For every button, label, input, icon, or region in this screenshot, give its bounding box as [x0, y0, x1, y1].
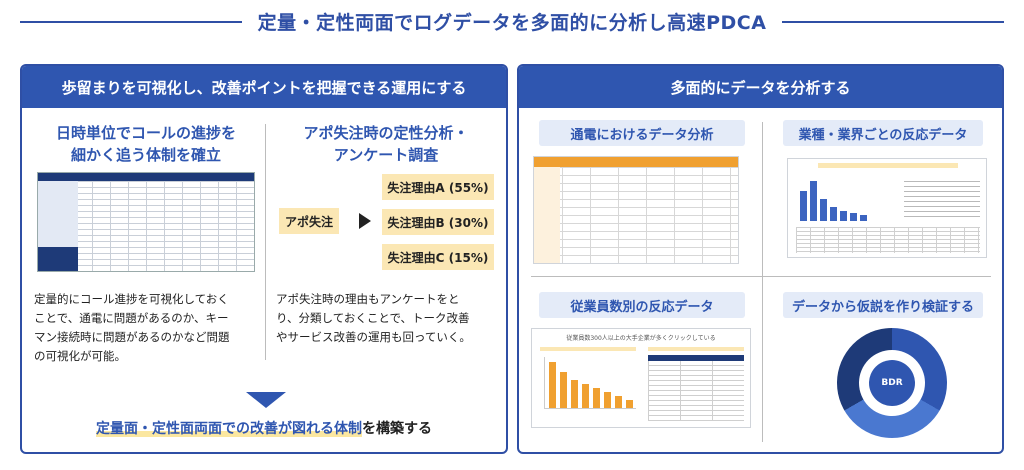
call-progress-desc-line: の可視化が可能。 — [34, 349, 126, 363]
lost-deal-desc-line: やサービス改善の運用も回っていく。 — [276, 330, 471, 344]
call-progress-title-line1: 日時単位でコールの進捗を — [55, 124, 236, 142]
employee-bar-chart — [544, 357, 636, 409]
cycle-center-bdr: BDR — [869, 360, 915, 406]
right-panel: 多面的にデータを分析する 通電におけるデータ分析 業種・業界ごとの反応データ 従… — [517, 64, 1004, 454]
chart-bar — [593, 388, 600, 408]
right-panel-header: 多面的にデータを分析する — [519, 66, 1002, 108]
right-horizontal-divider — [531, 276, 991, 277]
lost-reason-a: 失注理由A (55%) — [382, 174, 494, 200]
left-panel-header: 歩留まりを可視化し、改善ポイントを把握できる運用にする — [22, 66, 506, 108]
call-progress-spreadsheet-image — [37, 172, 255, 272]
lost-reason-c: 失注理由C (15%) — [382, 244, 494, 270]
chart-bar — [560, 372, 567, 408]
employee-table-header — [648, 355, 744, 361]
lost-appointment-label: アポ失注 — [279, 208, 339, 234]
lost-deal-description: アポ失注時の理由もアンケートをと り、分類しておくことで、トーク改善 やサービス… — [276, 290, 502, 347]
chart-bar — [850, 213, 857, 221]
call-progress-desc-line: ことで、通電に問題があるのか、キー — [34, 311, 229, 325]
table-grid — [534, 167, 738, 263]
call-progress-title-line2: 細かく追う体制を確立 — [70, 146, 221, 164]
chart-bar — [582, 384, 589, 408]
chart-subheading — [540, 347, 636, 351]
lost-deal-title-line1: アポ失注時の定性分析・ — [303, 124, 469, 142]
call-progress-desc-line: 定量的にコール進捗を可視化しておく — [34, 292, 229, 306]
chart-bar — [571, 380, 578, 408]
spreadsheet-header — [38, 173, 254, 181]
chart-caption-bar — [818, 163, 958, 168]
employee-data-table — [648, 355, 744, 421]
arrow-right-icon — [359, 213, 371, 229]
chart-bar — [549, 362, 556, 408]
right-vertical-divider — [762, 122, 763, 442]
quadrant-label-hypothesis: データから仮説を作り検証する — [783, 292, 983, 318]
table-header-bar — [534, 157, 738, 167]
industry-bar-chart — [796, 177, 896, 221]
chart-bar — [800, 191, 807, 221]
industry-response-chart-image — [787, 158, 987, 258]
chart-bar — [810, 181, 817, 221]
title-row: 定量・定性両面でログデータを多面的に分析し高速PDCA — [0, 6, 1024, 36]
chart-bar — [830, 207, 837, 221]
title-rule-left — [20, 21, 242, 23]
chart-bar — [626, 400, 633, 408]
pdca-cycle-diagram: BDR — [837, 328, 947, 438]
chart-bar — [604, 392, 611, 408]
lost-deal-desc-line: アポ失注時の理由もアンケートをと — [276, 292, 460, 306]
lost-reason-b: 失注理由B (30%) — [382, 209, 494, 235]
connection-analysis-table-image — [533, 156, 739, 264]
left-column-divider — [265, 124, 266, 360]
conclusion-rest: を構築する — [362, 421, 432, 437]
lost-deal-title-line2: アンケート調査 — [333, 146, 439, 164]
call-progress-desc-line: マン接続時に問題があるのかなど問題 — [34, 330, 230, 344]
call-progress-column: 日時単位でコールの進捗を 細かく追う体制を確立 — [34, 122, 258, 166]
quadrant-label-industry-response: 業種・業界ごとの反応データ — [783, 120, 983, 146]
quadrant-label-connection-analysis: 通電におけるデータ分析 — [539, 120, 745, 146]
left-panel: 歩留まりを可視化し、改善ポイントを把握できる運用にする 日時単位でコールの進捗を… — [20, 64, 508, 454]
chart-data-table — [796, 227, 980, 253]
chart-bar — [860, 215, 867, 221]
call-progress-title: 日時単位でコールの進捗を 細かく追う体制を確立 — [34, 122, 258, 166]
conclusion-text: 定量面・定性面両面での改善が図れる体制を構築する — [22, 418, 506, 438]
table-label-column — [534, 167, 560, 263]
employee-chart-title: 従業員数300人以上の大手企業が多くクリックしている — [566, 335, 716, 342]
lost-deal-analysis-column: アポ失注時の定性分析・ アンケート調査 — [276, 122, 496, 166]
conclusion-highlight: 定量面・定性面両面での改善が図れる体制 — [96, 421, 362, 437]
page-title: 定量・定性両面でログデータを多面的に分析し高速PDCA — [257, 12, 767, 34]
chart-bar — [820, 199, 827, 221]
table-subheading — [648, 347, 744, 351]
chart-notes-lines — [904, 181, 980, 221]
employee-count-chart-image: 従業員数300人以上の大手企業が多くクリックしている — [531, 328, 751, 428]
down-arrow-icon — [246, 392, 286, 408]
spreadsheet-summary-rows — [38, 247, 78, 271]
chart-bar — [615, 396, 622, 408]
title-rule-right — [782, 21, 1004, 23]
lost-deal-title: アポ失注時の定性分析・ アンケート調査 — [276, 122, 496, 166]
call-progress-description: 定量的にコール進捗を可視化しておく ことで、通電に問題があるのか、キー マン接続… — [34, 290, 262, 366]
lost-deal-desc-line: り、分類しておくことで、トーク改善 — [276, 311, 470, 325]
quadrant-label-employee-count: 従業員数別の反応データ — [539, 292, 745, 318]
chart-bar — [840, 211, 847, 221]
